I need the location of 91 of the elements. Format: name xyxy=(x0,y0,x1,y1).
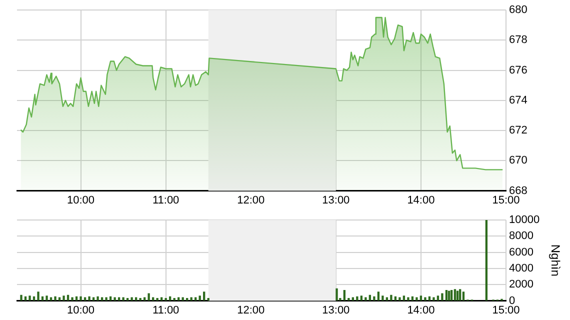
bar xyxy=(462,292,465,301)
bar xyxy=(105,297,108,301)
bar xyxy=(20,294,22,301)
bar xyxy=(160,297,163,301)
bar xyxy=(122,297,124,301)
x-tick-label: 10:00 xyxy=(67,304,95,316)
bar xyxy=(130,297,133,301)
bar xyxy=(390,294,392,301)
bar xyxy=(203,292,206,301)
bar xyxy=(336,288,338,301)
y-tick-label: 680 xyxy=(509,4,528,16)
bar xyxy=(88,296,90,301)
bar xyxy=(348,298,350,301)
bar xyxy=(458,289,462,301)
bar xyxy=(190,297,192,301)
bar xyxy=(152,297,154,301)
bar xyxy=(58,297,61,301)
bar xyxy=(186,298,188,301)
y-tick-label: 6000 xyxy=(509,246,534,258)
bar xyxy=(450,290,453,301)
bar xyxy=(71,297,74,301)
bar xyxy=(126,298,129,301)
bar xyxy=(454,289,456,301)
bar xyxy=(194,297,197,301)
bar xyxy=(416,297,418,301)
bar xyxy=(386,297,388,301)
bar xyxy=(432,297,435,301)
bar xyxy=(62,296,65,301)
y-tick-label: 672 xyxy=(509,124,528,137)
bar xyxy=(382,296,384,301)
y-axis-title: Nghìn xyxy=(548,244,562,276)
bar xyxy=(436,296,440,301)
bar xyxy=(173,298,176,301)
bar xyxy=(54,296,56,301)
bar xyxy=(402,296,406,301)
y-tick-label: 2000 xyxy=(509,278,534,291)
bar xyxy=(441,293,444,301)
y-tick-label: 8000 xyxy=(509,230,534,242)
bar xyxy=(424,297,426,301)
x-tick-label: 11:00 xyxy=(152,304,180,316)
y-tick-label: 4000 xyxy=(509,262,534,275)
bar xyxy=(37,292,40,301)
x-tick-label: 13:00 xyxy=(322,194,350,206)
bar xyxy=(80,296,82,301)
y-tick-label: 668 xyxy=(509,184,528,197)
bar xyxy=(139,298,142,301)
bar xyxy=(50,297,52,301)
bar xyxy=(343,290,346,301)
bar xyxy=(207,298,210,301)
x-tick-label: 14:00 xyxy=(407,194,435,206)
x-tick-label: 14:00 xyxy=(407,304,435,316)
bar xyxy=(134,297,138,301)
y-tick-label: 676 xyxy=(509,64,528,76)
bar xyxy=(364,297,367,301)
y-tick-label: 670 xyxy=(509,154,528,167)
bar xyxy=(373,296,376,301)
bar xyxy=(398,297,401,301)
bar xyxy=(92,297,95,301)
x-tick-label: 12:00 xyxy=(237,194,265,206)
y-tick-label: 674 xyxy=(509,94,528,106)
x-tick-label: 12:00 xyxy=(237,304,265,316)
bar xyxy=(148,293,150,301)
bar xyxy=(198,296,201,301)
bar xyxy=(407,297,410,301)
y-tick-label: 10000 xyxy=(509,214,540,226)
bar xyxy=(84,297,86,301)
x-tick-label: 15:00 xyxy=(492,194,520,206)
y-tick-label: 678 xyxy=(509,34,528,46)
x-tick-label: 13:00 xyxy=(322,304,350,316)
bar xyxy=(156,298,158,301)
bar xyxy=(420,296,422,301)
bar xyxy=(356,296,358,301)
bar xyxy=(114,297,116,301)
bar xyxy=(100,297,104,301)
bar xyxy=(46,296,48,301)
bar xyxy=(352,297,354,301)
bar xyxy=(164,298,167,301)
bar xyxy=(178,297,180,301)
bar xyxy=(143,297,146,301)
bar xyxy=(377,292,380,301)
bar xyxy=(445,290,448,301)
bar xyxy=(28,296,31,301)
x-tick-label: 11:00 xyxy=(152,194,180,206)
y-tick-label: 0 xyxy=(509,294,516,307)
bar xyxy=(96,296,99,301)
x-tick-label: 15:00 xyxy=(492,304,520,316)
bar xyxy=(485,220,488,301)
x-tick-label: 10:00 xyxy=(67,194,95,206)
bar xyxy=(182,297,184,301)
bar xyxy=(118,297,120,301)
bar xyxy=(360,296,363,301)
